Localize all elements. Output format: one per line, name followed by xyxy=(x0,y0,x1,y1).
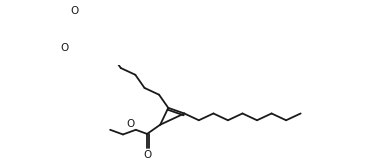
Text: O: O xyxy=(127,119,135,129)
Text: O: O xyxy=(70,6,78,16)
Text: O: O xyxy=(143,150,151,160)
Text: O: O xyxy=(61,43,69,53)
